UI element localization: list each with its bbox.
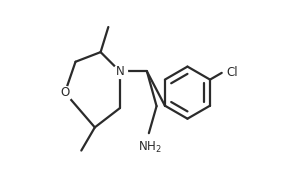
Text: Cl: Cl: [226, 66, 238, 79]
Text: N: N: [115, 65, 124, 78]
Text: O: O: [60, 86, 70, 99]
Text: NH$_2$: NH$_2$: [138, 140, 162, 155]
